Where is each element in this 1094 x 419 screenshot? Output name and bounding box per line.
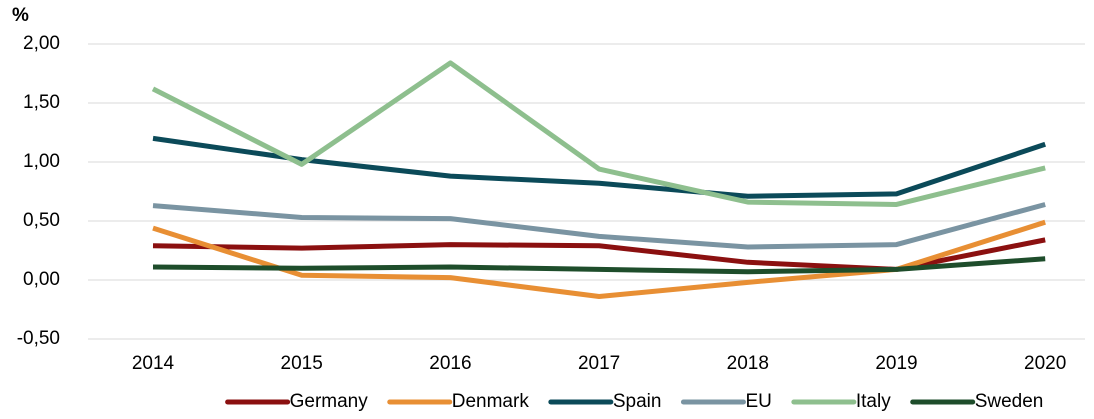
x-tick-label: 2015 xyxy=(281,353,323,374)
y-tick-label: -0,50 xyxy=(17,328,60,349)
line-series xyxy=(152,219,1046,300)
legend-label: Spain xyxy=(613,391,662,412)
x-tick-label: 2016 xyxy=(429,353,471,374)
legend-label: Germany xyxy=(290,391,369,412)
x-tick-label: 2019 xyxy=(875,353,917,374)
y-tick-label: 0,50 xyxy=(23,210,60,231)
y-axis-label: % xyxy=(12,5,29,26)
x-tick-label: 2017 xyxy=(578,353,620,374)
x-tick-label: 2020 xyxy=(1024,353,1066,374)
legend-label: Italy xyxy=(856,391,891,412)
line-series xyxy=(151,60,1046,207)
y-tick-label: 0,00 xyxy=(23,269,60,290)
y-tick-label: 2,00 xyxy=(23,33,60,54)
y-tick-label: 1,00 xyxy=(23,151,60,172)
x-tick-label: 2014 xyxy=(132,353,175,374)
y-tick-label: 1,50 xyxy=(23,92,60,113)
legend-label: Sweden xyxy=(975,391,1044,412)
legend-label: Denmark xyxy=(452,391,530,412)
legend-label: EU xyxy=(745,391,771,412)
line-series xyxy=(152,202,1046,250)
line-series xyxy=(152,135,1046,199)
line-series xyxy=(152,256,1046,275)
x-tick-label: 2018 xyxy=(727,353,769,374)
